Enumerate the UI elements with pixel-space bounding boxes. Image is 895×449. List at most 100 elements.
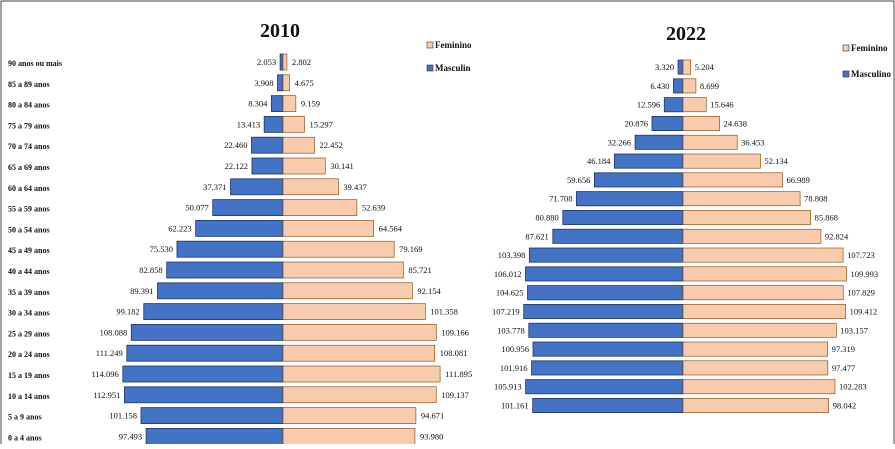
bar-female [282,365,441,383]
age-label: 0 a 4 anos [8,433,42,442]
bar-female [682,379,836,395]
bar-female [682,247,844,263]
bar-male [140,407,284,425]
legend-label-masculin-2010: Masculin [435,63,471,73]
bar-male [532,341,684,357]
bar-female [282,220,374,237]
value-label-female: 103.157 [840,325,868,335]
bar-male [634,134,684,150]
age-label: 15 a 19 anos [8,371,50,380]
bar-male [251,136,284,154]
bar-female [682,341,828,357]
value-label-male: 101.916 [500,363,528,373]
legend-swatch-masculino-2022 [842,70,850,78]
value-label-female: 92.154 [417,286,441,296]
bar-male [126,344,284,362]
bar-male [523,303,684,319]
value-label-female: 2.802 [292,57,311,67]
legend-label-feminino-2022: Feminino [851,43,888,53]
value-label-male: 2.053 [257,57,276,67]
bar-male [552,228,684,244]
value-label-male: 97.493 [119,431,142,441]
age-label: 90 anos ou mais [8,59,62,68]
legend-label-masculino-2022: Masculino [851,69,892,79]
value-label-female: 52.134 [764,156,788,166]
bar-male [263,116,284,133]
chart-title-2022: 2022 [666,23,706,45]
value-label-female: 108.081 [440,348,468,358]
bar-male [122,365,284,383]
age-label: 45 a 49 anos [8,246,50,255]
value-label-male: 114.096 [91,369,118,379]
age-label: 20 a 24 anos [8,350,50,359]
value-label-female: 15.646 [710,100,733,110]
bar-female [282,344,436,362]
value-label-male: 37.371 [203,182,226,192]
bar-female [282,157,326,175]
bar-male [531,360,684,376]
bar-female [682,228,822,244]
bar-female [282,407,417,424]
value-label-female: 109.166 [441,327,469,337]
bar-female [682,191,801,207]
value-label-male: 22.460 [224,140,247,150]
age-label: 5 a 9 anos [8,413,42,422]
value-label-male: 20.876 [625,119,648,129]
value-label-female: 15.297 [309,119,332,129]
value-label-female: 85.868 [815,213,838,223]
bar-male [651,116,684,132]
value-label-female: 24.638 [724,119,747,129]
bar-female [282,178,339,196]
value-label-male: 87.621 [525,231,548,241]
value-label-male: 3.320 [655,62,674,72]
bar-male [176,240,284,258]
bar-male [145,427,284,445]
bar-female [282,261,404,279]
bar-female [682,116,720,131]
value-label-male: 82.858 [139,265,162,275]
age-label: 25 a 29 anos [8,329,50,338]
legend-swatch-feminino-2010 [426,41,434,49]
bar-female [682,304,846,319]
value-label-male: 13.413 [237,119,260,129]
bar-female [682,153,761,169]
bar-female [282,282,413,300]
value-label-female: 98.042 [833,401,856,411]
bar-male [130,323,284,341]
value-label-male: 46.184 [587,156,611,166]
age-label: 40 a 44 anos [8,267,50,276]
value-label-female: 109.412 [850,307,878,317]
value-label-male: 108.088 [100,327,128,337]
bar-male [663,97,684,113]
age-label: 55 a 59 anos [8,205,50,214]
bar-female [682,266,847,282]
value-label-male: 59.656 [567,175,590,185]
value-label-male: 80.880 [535,213,558,223]
value-label-female: 97.477 [832,363,855,373]
bar-female [282,324,437,341]
value-label-male: 101.158 [109,411,137,421]
value-label-male: 6.430 [650,81,669,91]
age-label: 70 a 74 anos [8,142,50,151]
value-label-female: 101.358 [430,307,458,317]
bar-female [282,74,290,92]
value-label-female: 22.452 [320,140,343,150]
legend-swatch-masculin-2010 [426,64,434,72]
bar-male [677,59,684,75]
bar-male [251,157,284,175]
value-label-female: 79.169 [399,244,422,254]
bar-male [270,95,284,112]
bar-female [282,240,395,258]
value-label-male: 8.304 [248,99,268,109]
value-label-male: 99.182 [116,307,139,317]
bar-male [528,322,684,338]
bar-male [525,266,684,282]
value-label-female: 92.824 [825,231,849,241]
bar-male [525,379,684,395]
legend-swatch-feminino-2022 [842,44,850,52]
value-label-female: 102.283 [839,382,867,392]
value-label-male: 111.249 [96,348,123,358]
value-label-female: 66.989 [787,175,810,185]
bar-male [576,191,684,207]
